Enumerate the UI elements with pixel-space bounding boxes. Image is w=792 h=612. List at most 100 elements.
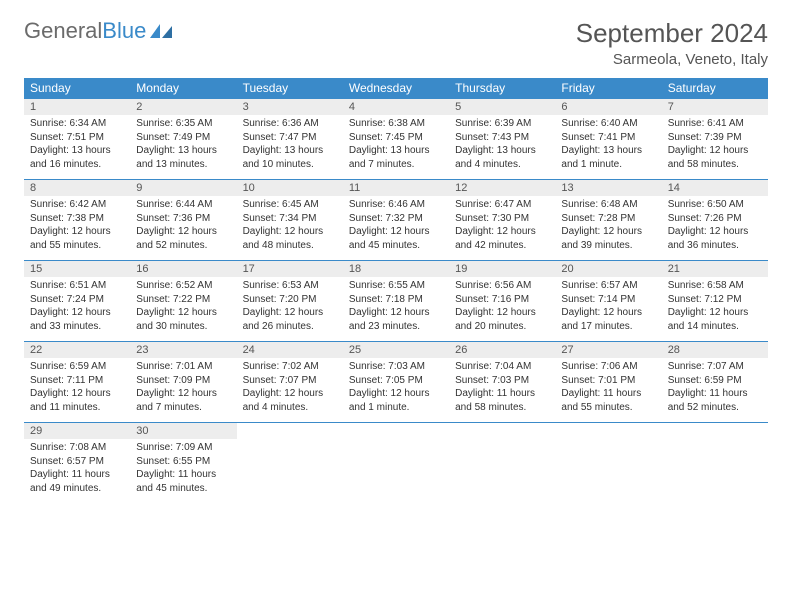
day-info: Sunrise: 6:48 AMSunset: 7:28 PMDaylight:… (555, 196, 661, 261)
daylight-line: Daylight: 11 hours and 55 minutes. (561, 387, 655, 414)
daylight-line: Daylight: 12 hours and 52 minutes. (136, 225, 230, 252)
day-info: Sunrise: 6:50 AMSunset: 7:26 PMDaylight:… (662, 196, 768, 261)
sunset-line: Sunset: 7:24 PM (30, 293, 124, 307)
daylight-line: Daylight: 12 hours and 48 minutes. (243, 225, 337, 252)
sunrise-line: Sunrise: 6:58 AM (668, 279, 762, 293)
logo: GeneralBlue (24, 18, 172, 44)
sunset-line: Sunset: 7:41 PM (561, 131, 655, 145)
sunset-line: Sunset: 7:26 PM (668, 212, 762, 226)
day-number: 2 (130, 99, 236, 116)
day-number: 28 (662, 342, 768, 359)
sunset-line: Sunset: 7:09 PM (136, 374, 230, 388)
day-number: 4 (343, 99, 449, 116)
day-info: Sunrise: 7:07 AMSunset: 6:59 PMDaylight:… (662, 358, 768, 423)
sunset-line: Sunset: 6:55 PM (136, 455, 230, 469)
day-info: Sunrise: 6:44 AMSunset: 7:36 PMDaylight:… (130, 196, 236, 261)
sunset-line: Sunset: 7:32 PM (349, 212, 443, 226)
daylight-line: Daylight: 12 hours and 33 minutes. (30, 306, 124, 333)
day-number: 16 (130, 261, 236, 278)
dow-header: Sunday (24, 78, 130, 99)
header: GeneralBlue September 2024 Sarmeola, Ven… (24, 18, 768, 68)
day-number: 19 (449, 261, 555, 278)
dow-header: Saturday (662, 78, 768, 99)
sunrise-line: Sunrise: 6:38 AM (349, 117, 443, 131)
day-number: 29 (24, 423, 130, 440)
sunrise-line: Sunrise: 6:47 AM (455, 198, 549, 212)
sunset-line: Sunset: 7:03 PM (455, 374, 549, 388)
day-info: Sunrise: 7:01 AMSunset: 7:09 PMDaylight:… (130, 358, 236, 423)
day-info: Sunrise: 6:58 AMSunset: 7:12 PMDaylight:… (662, 277, 768, 342)
calendar: SundayMondayTuesdayWednesdayThursdayFrid… (24, 78, 768, 503)
dow-row: SundayMondayTuesdayWednesdayThursdayFrid… (24, 78, 768, 99)
day-info: Sunrise: 6:38 AMSunset: 7:45 PMDaylight:… (343, 115, 449, 180)
sunset-line: Sunset: 7:39 PM (668, 131, 762, 145)
dow-header: Thursday (449, 78, 555, 99)
daylight-line: Daylight: 12 hours and 55 minutes. (30, 225, 124, 252)
empty-cell (449, 423, 555, 440)
day-info: Sunrise: 6:47 AMSunset: 7:30 PMDaylight:… (449, 196, 555, 261)
dow-header: Monday (130, 78, 236, 99)
day-number: 20 (555, 261, 661, 278)
sunrise-line: Sunrise: 7:06 AM (561, 360, 655, 374)
daylight-line: Daylight: 11 hours and 45 minutes. (136, 468, 230, 495)
sunrise-line: Sunrise: 6:45 AM (243, 198, 337, 212)
day-number: 27 (555, 342, 661, 359)
day-info: Sunrise: 7:09 AMSunset: 6:55 PMDaylight:… (130, 439, 236, 503)
day-number: 1 (24, 99, 130, 116)
sunrise-line: Sunrise: 6:40 AM (561, 117, 655, 131)
sunset-line: Sunset: 7:16 PM (455, 293, 549, 307)
sunrise-line: Sunrise: 6:46 AM (349, 198, 443, 212)
day-number: 25 (343, 342, 449, 359)
daylight-line: Daylight: 13 hours and 7 minutes. (349, 144, 443, 171)
week-info-row: Sunrise: 6:42 AMSunset: 7:38 PMDaylight:… (24, 196, 768, 261)
daylight-line: Daylight: 11 hours and 52 minutes. (668, 387, 762, 414)
day-number: 15 (24, 261, 130, 278)
day-number: 18 (343, 261, 449, 278)
daylight-line: Daylight: 12 hours and 26 minutes. (243, 306, 337, 333)
day-info: Sunrise: 6:53 AMSunset: 7:20 PMDaylight:… (237, 277, 343, 342)
day-number: 23 (130, 342, 236, 359)
daylight-line: Daylight: 12 hours and 23 minutes. (349, 306, 443, 333)
sunset-line: Sunset: 7:36 PM (136, 212, 230, 226)
day-info: Sunrise: 6:42 AMSunset: 7:38 PMDaylight:… (24, 196, 130, 261)
day-number: 21 (662, 261, 768, 278)
day-info: Sunrise: 6:34 AMSunset: 7:51 PMDaylight:… (24, 115, 130, 180)
daylight-line: Daylight: 13 hours and 4 minutes. (455, 144, 549, 171)
sunrise-line: Sunrise: 7:01 AM (136, 360, 230, 374)
day-info: Sunrise: 6:41 AMSunset: 7:39 PMDaylight:… (662, 115, 768, 180)
sunset-line: Sunset: 6:59 PM (668, 374, 762, 388)
day-info: Sunrise: 6:52 AMSunset: 7:22 PMDaylight:… (130, 277, 236, 342)
sunset-line: Sunset: 7:22 PM (136, 293, 230, 307)
day-number: 13 (555, 180, 661, 197)
sunset-line: Sunset: 7:05 PM (349, 374, 443, 388)
day-number: 6 (555, 99, 661, 116)
location: Sarmeola, Veneto, Italy (576, 51, 768, 68)
logo-text-1: General (24, 18, 102, 44)
sunrise-line: Sunrise: 6:36 AM (243, 117, 337, 131)
sunrise-line: Sunrise: 6:35 AM (136, 117, 230, 131)
daylight-line: Daylight: 12 hours and 11 minutes. (30, 387, 124, 414)
sunrise-line: Sunrise: 6:51 AM (30, 279, 124, 293)
day-info: Sunrise: 6:56 AMSunset: 7:16 PMDaylight:… (449, 277, 555, 342)
week-daynum-row: 1234567 (24, 99, 768, 116)
day-number: 12 (449, 180, 555, 197)
sunset-line: Sunset: 7:49 PM (136, 131, 230, 145)
day-number: 30 (130, 423, 236, 440)
day-info: Sunrise: 6:46 AMSunset: 7:32 PMDaylight:… (343, 196, 449, 261)
dow-header: Wednesday (343, 78, 449, 99)
day-info: Sunrise: 7:04 AMSunset: 7:03 PMDaylight:… (449, 358, 555, 423)
sunrise-line: Sunrise: 6:50 AM (668, 198, 762, 212)
daylight-line: Daylight: 12 hours and 1 minute. (349, 387, 443, 414)
sunrise-line: Sunrise: 6:52 AM (136, 279, 230, 293)
day-info: Sunrise: 6:57 AMSunset: 7:14 PMDaylight:… (555, 277, 661, 342)
day-number: 9 (130, 180, 236, 197)
week-info-row: Sunrise: 6:51 AMSunset: 7:24 PMDaylight:… (24, 277, 768, 342)
daylight-line: Daylight: 12 hours and 4 minutes. (243, 387, 337, 414)
logo-sail-icon (150, 24, 172, 38)
sunrise-line: Sunrise: 6:53 AM (243, 279, 337, 293)
week-info-row: Sunrise: 7:08 AMSunset: 6:57 PMDaylight:… (24, 439, 768, 503)
week-info-row: Sunrise: 6:34 AMSunset: 7:51 PMDaylight:… (24, 115, 768, 180)
sunset-line: Sunset: 7:20 PM (243, 293, 337, 307)
daylight-line: Daylight: 11 hours and 49 minutes. (30, 468, 124, 495)
sunrise-line: Sunrise: 7:07 AM (668, 360, 762, 374)
